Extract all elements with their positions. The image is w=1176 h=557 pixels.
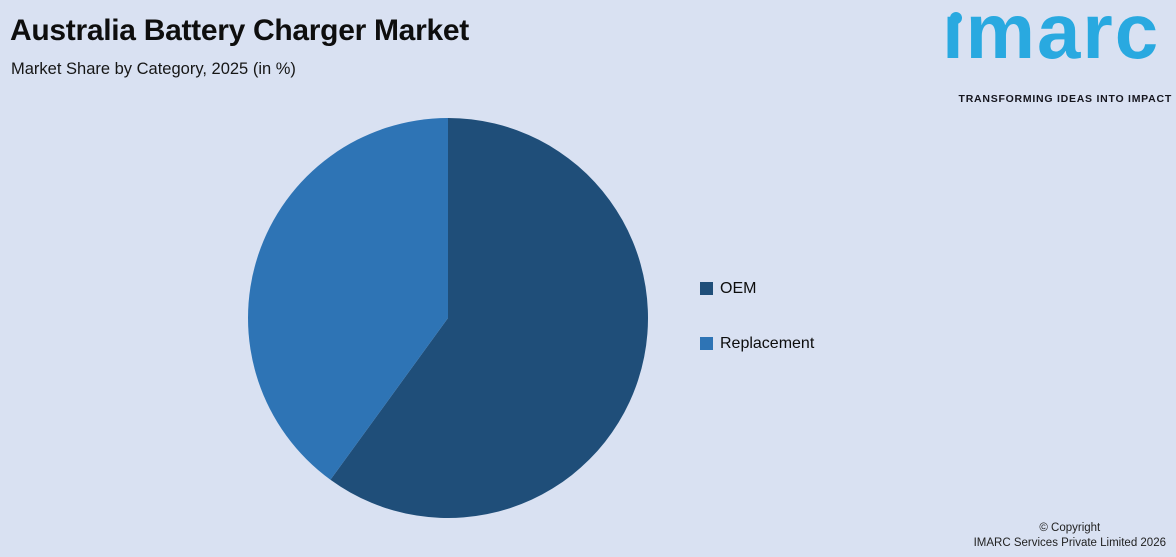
logo-wordmark-text: ımarc bbox=[942, 0, 1161, 75]
pie-chart bbox=[248, 118, 648, 518]
copyright-notice: © Copyright IMARC Services Private Limit… bbox=[974, 521, 1166, 551]
pie-chart-svg bbox=[248, 118, 648, 518]
pie-slice-oem bbox=[330, 118, 648, 518]
chart-legend: OEM Replacement bbox=[700, 279, 814, 389]
copyright-line2: IMARC Services Private Limited 2026 bbox=[973, 537, 1166, 549]
legend-label: Replacement bbox=[720, 335, 815, 352]
imarc-logo: ımarc TRANSFORMING IDEAS INTO IMPACT bbox=[938, 0, 1174, 114]
copyright-line1: © Copyright bbox=[1039, 522, 1101, 534]
legend-item-replacement: Replacement bbox=[700, 334, 814, 353]
legend-swatch bbox=[700, 282, 713, 295]
logo-tagline: TRANSFORMING IDEAS INTO IMPACT bbox=[958, 93, 1172, 105]
pie-slice-replacement bbox=[248, 118, 448, 480]
legend-item-oem: OEM bbox=[700, 279, 814, 298]
legend-label: OEM bbox=[720, 280, 757, 297]
logo-i-dot-icon bbox=[950, 12, 962, 24]
page-title: Australia Battery Charger Market bbox=[10, 14, 469, 47]
page-subtitle: Market Share by Category, 2025 (in %) bbox=[11, 60, 296, 78]
legend-swatch bbox=[700, 337, 713, 350]
